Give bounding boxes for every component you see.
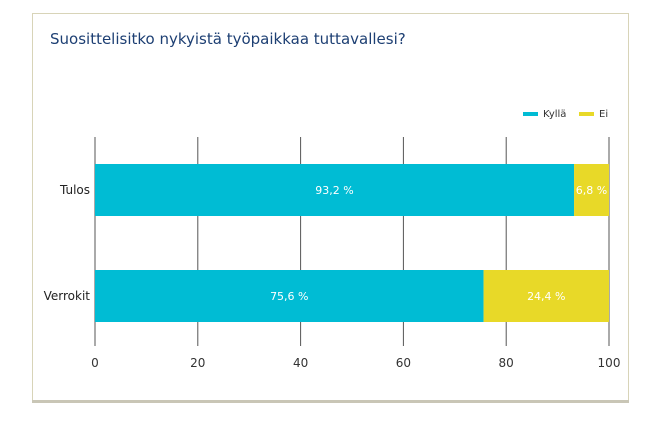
bar-kyllä-tulos	[95, 164, 575, 216]
bar-ei-tulos	[574, 164, 609, 216]
x-tick-label-40: 40	[293, 356, 308, 370]
legend-swatch-ei	[579, 112, 594, 116]
legend-swatch-kyllä	[523, 112, 538, 116]
bar-label-ei-tulos: 6,8 %	[576, 184, 607, 197]
x-tick-label-0: 0	[91, 356, 99, 370]
bar-label-kyllä-verrokit: 75,6 %	[270, 290, 308, 303]
x-tick-label-60: 60	[396, 356, 411, 370]
bar-kyllä-verrokit	[95, 270, 484, 322]
legend-label-ei: Ei	[599, 109, 608, 120]
card-bottom-border	[32, 400, 629, 403]
category-label-verrokit: Verrokit	[44, 289, 91, 303]
bar-label-ei-verrokit: 24,4 %	[527, 290, 565, 303]
x-tick-label-100: 100	[598, 356, 621, 370]
x-tick-label-80: 80	[499, 356, 514, 370]
legend-label-kyllä: Kyllä	[543, 109, 566, 120]
bar-label-kyllä-tulos: 93,2 %	[315, 184, 353, 197]
x-tick-label-20: 20	[190, 356, 205, 370]
chart-title: Suosittelisitko nykyistä työpaikkaa tutt…	[50, 30, 406, 48]
bar-ei-verrokit	[483, 270, 609, 322]
category-label-tulos: Tulos	[59, 183, 90, 197]
